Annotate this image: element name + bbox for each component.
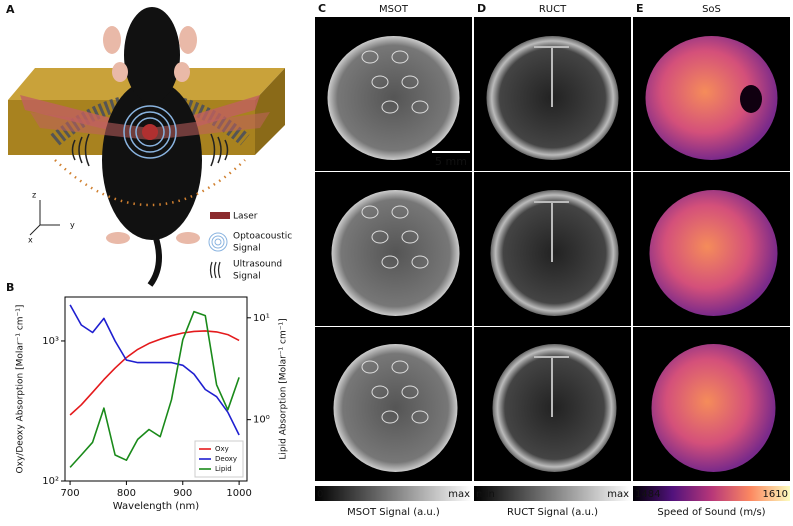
y-axis-label: Oxy/Deoxy Absorption [Molar⁻¹ cm⁻¹] bbox=[16, 305, 26, 474]
structure bbox=[411, 255, 429, 269]
data-line bbox=[69, 304, 240, 436]
colorbar-max: max bbox=[448, 489, 470, 500]
structure bbox=[361, 205, 379, 219]
x-tick-label: 1000 bbox=[226, 488, 251, 499]
colorbar bbox=[633, 486, 790, 501]
structure bbox=[391, 205, 409, 219]
x-axis-label: Wavelength (nm) bbox=[113, 501, 199, 512]
structure bbox=[371, 75, 389, 89]
structure bbox=[391, 50, 409, 64]
tissue-section bbox=[651, 344, 776, 472]
structure bbox=[411, 410, 429, 424]
colorbar-max: max bbox=[607, 489, 629, 500]
tissue-section bbox=[331, 190, 460, 316]
legend-label: Signal bbox=[233, 244, 261, 254]
colorbar-min: 1484 bbox=[635, 489, 660, 500]
structure bbox=[534, 201, 569, 262]
structure bbox=[534, 46, 569, 107]
column-title: MSOT bbox=[379, 4, 409, 15]
colorbar bbox=[474, 486, 631, 501]
legend-label: Oxy bbox=[215, 445, 229, 453]
structure bbox=[401, 385, 419, 399]
legend-label: Laser bbox=[233, 212, 258, 222]
tissue-section bbox=[327, 36, 460, 160]
axis-direction: y bbox=[70, 221, 75, 230]
colorbar bbox=[315, 486, 472, 501]
mouse-illustration bbox=[8, 7, 285, 287]
structure bbox=[401, 75, 419, 89]
y-tick-label: 10³ bbox=[42, 336, 59, 347]
legend-label: Optoacoustic bbox=[233, 232, 292, 242]
x-tick-label: 700 bbox=[61, 488, 80, 499]
structure bbox=[401, 230, 419, 244]
structure bbox=[411, 100, 429, 114]
structure bbox=[381, 100, 399, 114]
axis-direction: z bbox=[32, 191, 36, 200]
x-tick-label: 900 bbox=[173, 488, 192, 499]
colorbar-min: min bbox=[476, 489, 495, 500]
structure bbox=[391, 360, 409, 374]
panel-letter: E bbox=[636, 2, 644, 15]
data-line bbox=[69, 310, 240, 468]
tissue-section bbox=[490, 190, 619, 316]
scale-bar-label: 5 mm bbox=[435, 155, 467, 168]
y2-tick-label: 10⁰ bbox=[253, 415, 270, 426]
y-tick-label: 10² bbox=[42, 476, 59, 487]
legend-label: Deoxy bbox=[215, 455, 237, 463]
tissue-section bbox=[333, 344, 458, 472]
legend-label: Signal bbox=[233, 272, 261, 282]
structure bbox=[381, 255, 399, 269]
legend-label: Lipid bbox=[215, 465, 232, 473]
structure bbox=[371, 385, 389, 399]
column-title: SoS bbox=[702, 4, 721, 15]
image-grid bbox=[315, 17, 790, 481]
colorbar-min: 0 bbox=[317, 489, 323, 500]
structure bbox=[740, 85, 762, 113]
panel-letter: A bbox=[6, 3, 15, 16]
panel-letter: C bbox=[318, 2, 326, 15]
x-tick-label: 800 bbox=[117, 488, 136, 499]
colorbar-max: 1610 bbox=[763, 489, 788, 500]
axis-direction: x bbox=[28, 236, 33, 245]
legend-label: Ultrasound bbox=[233, 260, 282, 270]
tissue-section bbox=[649, 190, 778, 316]
structure bbox=[381, 410, 399, 424]
tissue-section bbox=[645, 36, 778, 160]
panel-letter: D bbox=[477, 2, 486, 15]
structure bbox=[361, 50, 379, 64]
colorbar-caption: RUCT Signal (a.u.) bbox=[507, 507, 598, 518]
plot-area bbox=[64, 296, 248, 482]
structure bbox=[361, 360, 379, 374]
panel-letter: B bbox=[6, 281, 14, 294]
colorbar-caption: MSOT Signal (a.u.) bbox=[347, 507, 440, 518]
data-line bbox=[69, 330, 240, 416]
column-title: RUCT bbox=[539, 4, 567, 15]
colorbar-caption: Speed of Sound (m/s) bbox=[657, 507, 765, 518]
structure bbox=[534, 356, 569, 417]
tissue-section bbox=[492, 344, 617, 472]
y2-axis-label: Lipid Absorption [Molar⁻¹ cm⁻¹] bbox=[279, 318, 289, 459]
y2-tick-label: 10¹ bbox=[253, 313, 270, 324]
structure bbox=[371, 230, 389, 244]
